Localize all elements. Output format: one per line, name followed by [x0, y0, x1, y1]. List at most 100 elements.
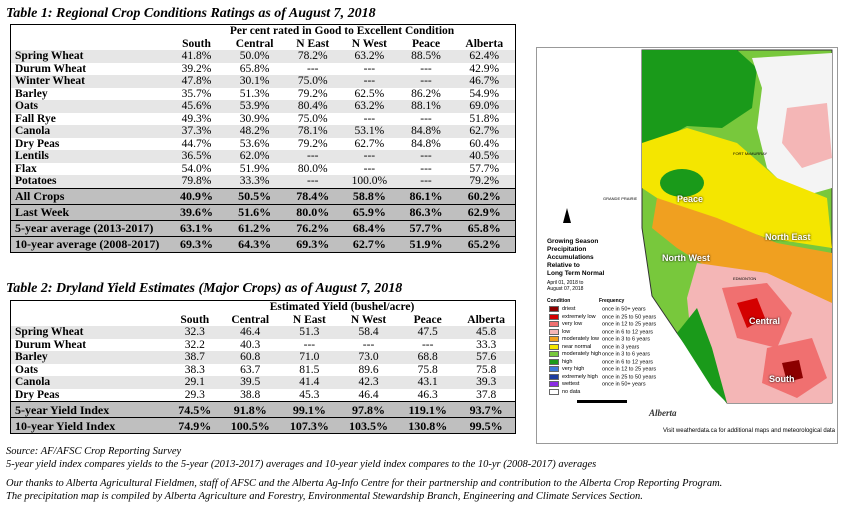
legend-swatch [549, 358, 559, 365]
legend-frequency: once in 25 to 50 years [602, 373, 657, 380]
table-cell: 63.2% [354, 50, 385, 63]
column-header: Peace [411, 37, 441, 50]
table-cell: 78.1% [297, 125, 328, 138]
table-cell: 43.1 [417, 376, 438, 389]
legend-label: high [562, 358, 573, 365]
summary-cell: 76.2% [285, 219, 341, 236]
table-cell: --- [420, 162, 432, 175]
yield-estimates-table: Estimated Yield (bushel/acre) South Centr… [10, 300, 516, 434]
orange-area [652, 198, 832, 308]
table-cell: 39.3 [476, 376, 497, 389]
table-cell: 88.5% [411, 50, 441, 63]
table1-title: Table 1: Regional Crop Conditions Rating… [6, 6, 376, 21]
legend-item: high once in 6 to 12 years [549, 358, 653, 365]
summary-cell: 99.5% [457, 417, 516, 434]
table-cell: 51.3% [239, 87, 270, 100]
legend-swatch [549, 351, 559, 357]
summary-cell: 68.4% [340, 219, 399, 236]
index-note: 5-year yield index compares yields to th… [6, 459, 597, 470]
table-cell: 73.0 [358, 351, 379, 364]
crop-name: Fall Rye [15, 112, 56, 125]
legend-label: near normal [562, 343, 592, 350]
table-cell: 100.0% [351, 175, 388, 188]
summary-cell: 103.5% [338, 417, 399, 434]
north-arrow-icon [563, 208, 571, 223]
crop-name: Barley [15, 351, 48, 364]
crop-name: Canola [15, 376, 51, 389]
column-header: N East [292, 313, 326, 326]
table-cell: 46.7% [469, 75, 500, 88]
north-green-area [642, 50, 757, 143]
crop-name: Canola [15, 125, 51, 138]
legend-label: moderately high [562, 351, 602, 358]
legend-header: Condition Frequency [547, 298, 625, 304]
summary-row: 5-year Yield Index 74.5% 91.8% 99.1% 97.8% 11… [10, 401, 516, 418]
legend-label: low [562, 328, 571, 335]
table-row: Spring Wheat 41.8% 50.0% 78.2% 63.2% 88.5% 62.… [10, 50, 516, 63]
legend-item: very low once in 12 to 25 years [549, 321, 656, 327]
table-cell: 81.5 [299, 363, 320, 376]
table-row: Flax 54.0% 51.9% 80.0% --- --- 57.7% [11, 163, 516, 176]
alberta-logo: Alberta [649, 408, 677, 418]
legend-item: wettest once in 50+ years [549, 381, 646, 387]
column-header: Peace [413, 313, 442, 326]
table-row: Winter Wheat 47.8% 30.1% 75.0% --- --- 46.7% [10, 75, 516, 88]
table-cell: 47.8% [181, 75, 212, 88]
summary-cell: 40.9% [169, 187, 224, 204]
table-cell: 75.8 [417, 363, 438, 376]
table-row: Canola 37.3% 48.2% 78.1% 53.1% 84.8% 62.7% [10, 125, 516, 138]
table-cell: 57.6 [476, 351, 497, 364]
table-cell: 58.4 [358, 326, 379, 339]
table-cell: 49.3% [181, 112, 212, 125]
table-cell: 53.9% [239, 100, 270, 113]
legend-label: no data [562, 388, 581, 395]
table-cell: 48.2% [239, 125, 270, 138]
table-cell: 62.0% [239, 150, 270, 163]
summary-cell: 64.3% [223, 235, 286, 252]
summary-cell: 74.9% [169, 417, 221, 434]
city-grande-prairie: GRANDE PRAIRIE [603, 196, 638, 201]
table-cell: 35.7% [181, 87, 212, 100]
column-header: Central [231, 313, 270, 326]
table-cell: --- [420, 62, 432, 75]
legend-frequency: once in 3 to 6 years [602, 351, 651, 358]
summary-row: 10-year Yield Index 74.9% 100.5% 107.3% 103.… [10, 417, 516, 434]
table-cell: 63.7 [240, 363, 261, 376]
legend-label: extremely low [562, 313, 596, 320]
table-cell: 80.4% [297, 100, 328, 113]
table-row: Durum Wheat 32.2 40.3 --- --- --- 33.3 [11, 339, 516, 352]
table-cell: 62.7% [354, 137, 385, 150]
table-cell: --- [306, 175, 319, 188]
table-cell: 75.8 [476, 363, 497, 376]
summary-label: 10-year average (2008-2017) [10, 235, 169, 252]
legend-frequency: once in 3 to 6 years [602, 336, 651, 343]
summary-cell: 86.3% [398, 203, 454, 220]
table1-subheader: Per cent rated in Good to Excellent Cond… [229, 25, 455, 38]
table-cell: 51.8% [469, 112, 500, 125]
yellow-band [642, 128, 832, 248]
table-cell: 78.2% [297, 50, 328, 63]
table2-title: Table 2: Dryland Yield Estimates (Major … [6, 281, 403, 296]
legend-swatch [549, 381, 559, 387]
crop-name: Durum Wheat [15, 62, 87, 75]
summary-cell: 99.1% [279, 401, 339, 418]
crop-name: Spring Wheat [15, 326, 84, 339]
table-cell: 42.9% [469, 62, 500, 75]
legend-item: extremely high once in 25 to 50 years [549, 373, 657, 380]
summary-cell: 65.8% [453, 219, 516, 236]
table-cell: 86.2% [411, 87, 441, 100]
region-label-south: South [769, 374, 795, 384]
table-cell: --- [306, 150, 319, 163]
table-row: Fall Rye 49.3% 30.9% 75.0% --- --- 51.8% [11, 113, 516, 126]
table-cell: 84.8% [411, 125, 441, 138]
summary-cell: 58.8% [340, 187, 399, 204]
table-cell: 36.5% [181, 150, 212, 163]
region-label-north-west: North West [662, 253, 710, 263]
legend-frequency: once in 50+ years [602, 306, 646, 313]
summary-label: 5-year average (2013-2017) [10, 219, 169, 236]
legend-label: extremely high [562, 373, 598, 380]
table-cell: 54.0% [181, 162, 212, 175]
legend-swatch [549, 321, 559, 327]
table-cell: 57.7% [469, 162, 500, 175]
summary-cell: 63.1% [169, 219, 224, 236]
